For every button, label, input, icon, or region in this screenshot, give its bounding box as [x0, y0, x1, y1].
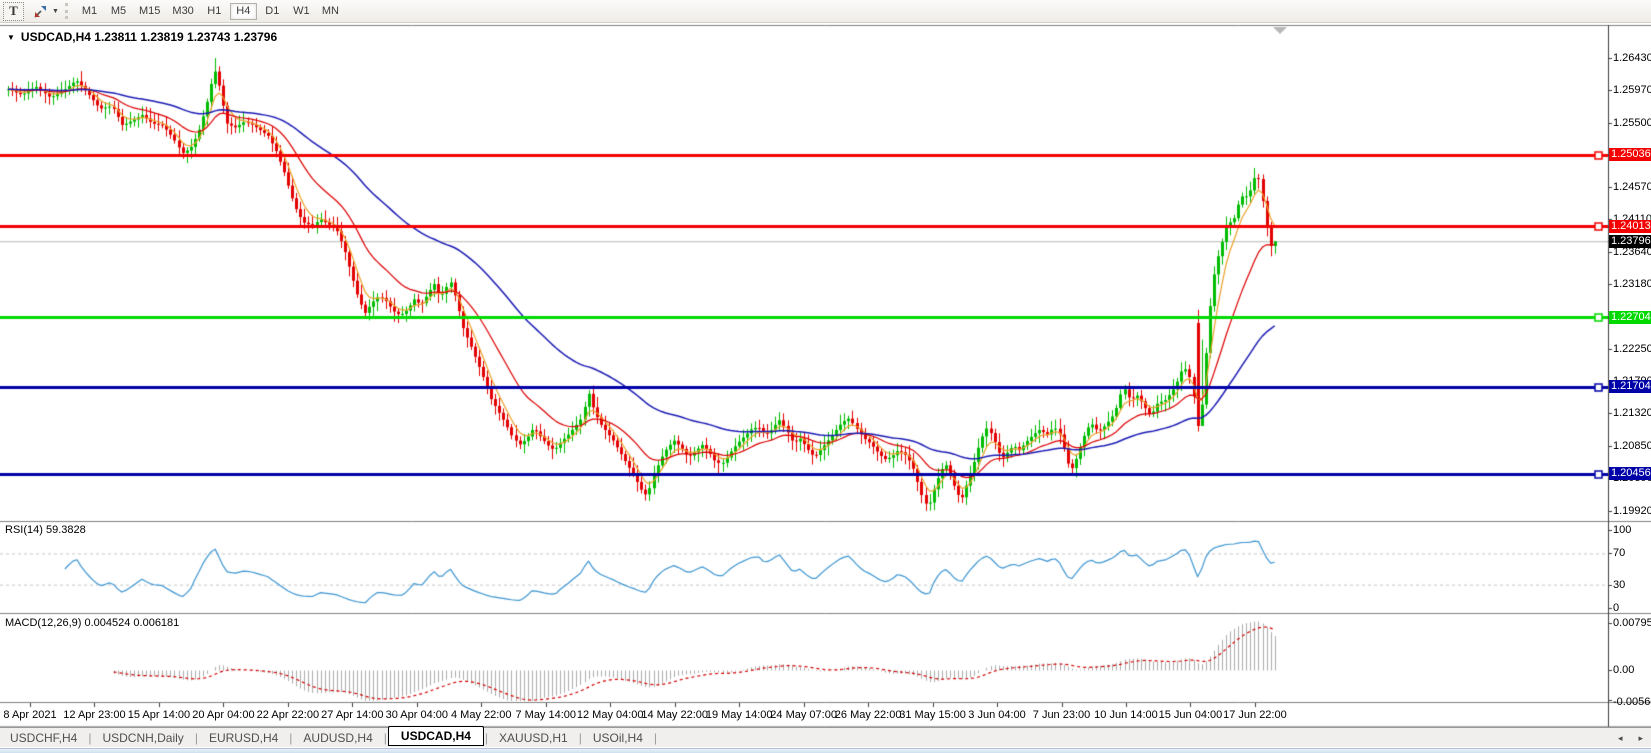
chart-menu-arrow-icon[interactable]: ▼ [7, 32, 15, 42]
tab-scroll-left-icon[interactable]: ◂ [1617, 733, 1623, 743]
chart-tabs: USDCHF,H4 | USDCNH,Daily | EURUSD,H4 | AUDUSD,… [0, 726, 658, 747]
toolbar-grip [65, 3, 71, 19]
status-bar [0, 748, 1651, 753]
tool-dropdown-caret-icon[interactable]: ▼ [52, 7, 59, 15]
time-axis-label: 3 Jun 04:00 [968, 709, 1026, 721]
time-axis-label: 12 May 04:00 [576, 709, 644, 721]
price-axis-label: 1.23180 [1613, 278, 1651, 291]
chart-tab-usoil-h4[interactable]: USOil,H4 [592, 730, 643, 745]
chart-tab-audusd-h4[interactable]: AUDUSD,H4 [303, 730, 373, 745]
timeframe-button-m1[interactable]: M1 [81, 5, 98, 17]
chart-tab-xauusd-h1[interactable]: XAUUSD,H1 [499, 730, 568, 745]
time-axis-label: 14 May 22:00 [641, 709, 709, 721]
rsi-scale-label: 0 [1613, 602, 1620, 614]
timeframe-button-d1[interactable]: D1 [265, 5, 280, 17]
price-axis-label: 1.19920 [1613, 504, 1651, 517]
time-axis-label: 31 May 15:00 [899, 709, 966, 721]
time-axis-label: 17 Jun 22:00 [1223, 709, 1287, 721]
toolbar: T ▼ M1 M5 M15 M30 H1 H4 D1 W1 MN [0, 0, 1651, 23]
price-axis-label: 1.21320 [1613, 407, 1651, 420]
chart-title-text: USDCAD,H4 1.23811 1.23819 1.23743 1.2379… [20, 30, 278, 44]
time-axis-label: 7 May 14:00 [515, 709, 577, 721]
time-axis-label: 8 Apr 2021 [3, 709, 57, 721]
timeframe-button-m15[interactable]: M15 [139, 5, 161, 17]
tab-divider: | [88, 730, 92, 745]
chart-tab-usdcnh-daily[interactable]: USDCNH,Daily [102, 730, 184, 745]
rsi-scale-label: 100 [1613, 524, 1632, 536]
price-axis-label: 1.22250 [1613, 342, 1651, 355]
time-axis-label: 24 May 07:00 [770, 709, 837, 721]
time-axis-label: 12 Apr 23:00 [63, 709, 126, 721]
chart-tab-bar: USDCHF,H4 | USDCNH,Daily | EURUSD,H4 | AUDUSD,… [0, 726, 1651, 747]
chart-title: ▼ USDCAD,H4 1.23811 1.23819 1.23743 1.23… [7, 30, 277, 44]
timeframe-button-h1[interactable]: H1 [207, 5, 222, 17]
timeframe-button-m5[interactable]: M5 [110, 5, 127, 17]
time-axis-label: 4 May 22:00 [451, 709, 512, 721]
hline-price-tag[interactable]: 1.20456 [1609, 467, 1651, 481]
tab-divider: | [289, 730, 293, 745]
time-axis-label: 15 Apr 14:00 [127, 709, 191, 721]
price-axis-label: 1.25500 [1613, 116, 1651, 129]
current-price-tag: 1.23796 [1609, 234, 1651, 248]
macd-scale-label: 0.007959 [1613, 617, 1651, 630]
cursor-arrows-tool-button[interactable] [30, 3, 50, 20]
timeframe-button-w1[interactable]: W1 [293, 5, 310, 17]
time-axis-label: 27 Apr 14:00 [321, 709, 384, 721]
timeframe-button-h4[interactable]: H4 [229, 2, 257, 20]
timeframe-button-m30[interactable]: M30 [172, 5, 194, 17]
tab-scroll-arrows: ◂ ▸ [1618, 732, 1643, 744]
time-axis-label: 20 Apr 04:00 [192, 709, 255, 721]
hline-price-tag[interactable]: 1.25036 [1609, 148, 1651, 162]
time-axis-label: 26 May 22:00 [834, 709, 902, 721]
time-axis-label: 15 Jun 04:00 [1158, 709, 1223, 721]
price-axis-label: 1.23640 [1613, 246, 1651, 259]
macd-scale-label: 0.00 [1613, 664, 1635, 676]
time-axis-label: 30 Apr 04:00 [385, 709, 449, 721]
macd-scale-label: -0.005663 [1613, 696, 1651, 708]
hline-price-tag[interactable]: 1.24013 [1609, 219, 1651, 233]
rsi-scale-label: 70 [1613, 547, 1626, 560]
tab-divider: | [484, 730, 489, 745]
time-axis-label: 22 Apr 22:00 [256, 709, 320, 721]
time-axis-label: 10 Jun 14:00 [1094, 709, 1158, 721]
tab-divider: | [383, 730, 387, 745]
hline-price-tag[interactable]: 1.21704 [1609, 380, 1651, 394]
time-axis-label: 7 Jun 23:00 [1032, 709, 1091, 721]
timeframe-button-group: M1 M5 M15 M30 H1 H4 D1 W1 MN [76, 2, 344, 20]
rsi-scale-label: 30 [1613, 578, 1626, 591]
price-axis-label: 1.24570 [1613, 181, 1651, 194]
tab-scroll-right-icon[interactable]: ▸ [1638, 733, 1643, 743]
chart-tab-usdcad-h4[interactable]: USDCAD,H4 [387, 726, 484, 746]
macd-label: MACD(12,26,9) 0.004524 0.006181 [5, 617, 180, 629]
cursor-arrows-icon [33, 5, 46, 18]
tab-divider: | [578, 730, 582, 745]
price-axis-label: 1.26430 [1613, 52, 1651, 64]
rsi-label: RSI(14) 59.3828 [5, 524, 86, 536]
price-axis-label: 1.25970 [1613, 83, 1651, 96]
text-tool-button[interactable]: T [3, 1, 24, 21]
tab-divider: | [653, 730, 657, 745]
chart-tab-eurusd-h4[interactable]: EURUSD,H4 [208, 730, 279, 745]
tab-divider: | [194, 730, 198, 745]
hline-price-tag[interactable]: 1.22704 [1609, 310, 1651, 324]
time-axis-label: 19 May 14:00 [705, 709, 773, 721]
price-axis-label: 1.20850 [1613, 440, 1651, 453]
chart-tab-usdchf-h4[interactable]: USDCHF,H4 [10, 730, 78, 745]
timeframe-button-mn[interactable]: MN [321, 5, 339, 17]
